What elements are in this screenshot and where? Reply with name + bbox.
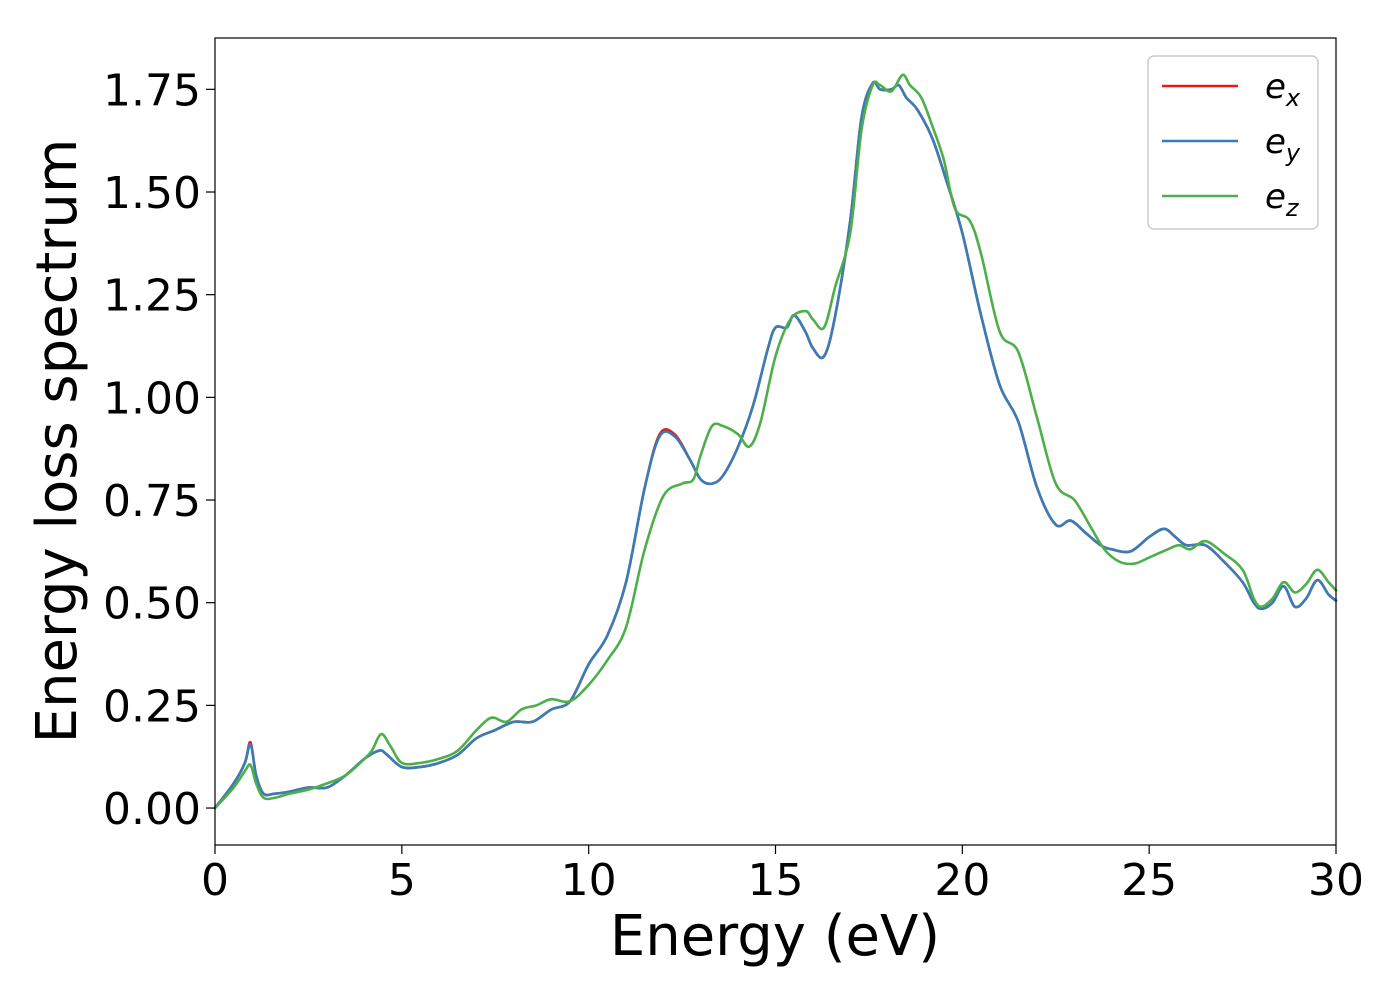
y-tick-label: 1.25: [103, 271, 201, 322]
y-tick-label: 1.75: [103, 65, 201, 116]
plot-lines: [213, 73, 1338, 810]
x-tick-label: 25: [1121, 855, 1177, 906]
x-tick-label: 0: [201, 855, 229, 906]
y-tick-label: 1.00: [103, 373, 201, 424]
y-axis-label: Energy loss spectrum: [25, 139, 90, 744]
y-tick-label: 0.50: [103, 579, 201, 630]
y-tick-label: 1.50: [103, 168, 201, 219]
x-tick-label: 5: [388, 855, 416, 906]
y-tick-label: 0.75: [103, 476, 201, 527]
y-axis-ticks: 0.00 0.25 0.50 0.75 1.00 1.25 1.50 1.75: [103, 65, 215, 835]
x-axis-label: Energy (eV): [610, 904, 940, 969]
x-axis-ticks: 0 5 10 15 20 25 30: [201, 845, 1364, 906]
x-tick-label: 20: [934, 855, 990, 906]
series-line-y: [213, 80, 1338, 810]
y-tick-label: 0.00: [103, 784, 201, 835]
series-line-z: [213, 73, 1338, 810]
x-tick-label: 10: [561, 855, 617, 906]
legend-box: [1147, 55, 1319, 230]
x-tick-label: 30: [1308, 855, 1364, 906]
x-tick-label: 15: [748, 855, 804, 906]
y-tick-label: 0.25: [103, 681, 201, 732]
